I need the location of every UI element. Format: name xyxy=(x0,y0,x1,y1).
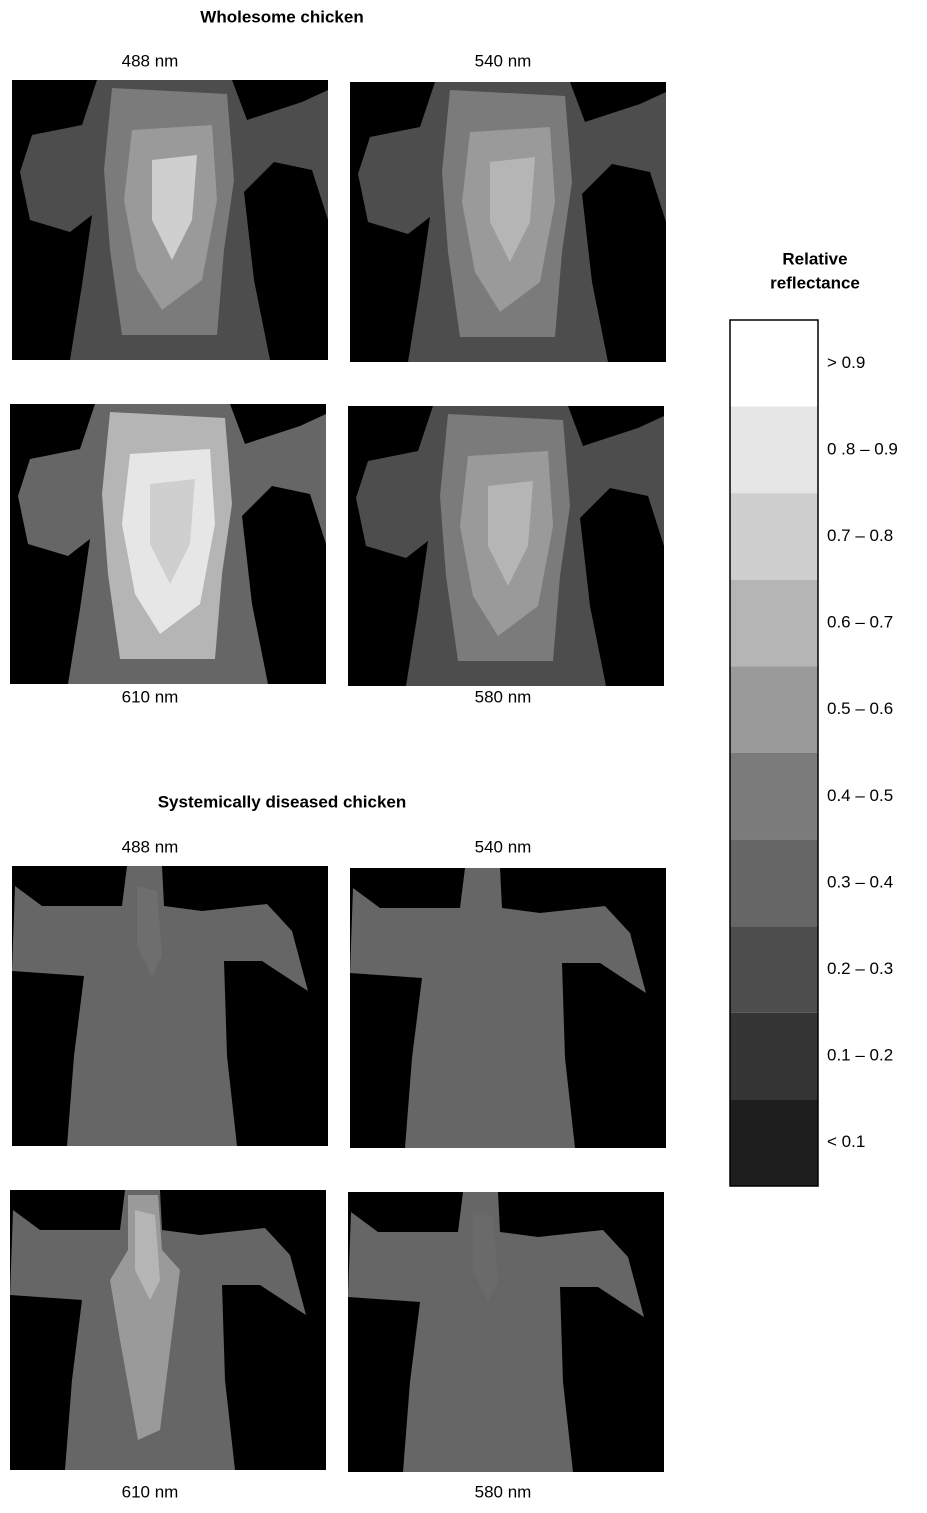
legend-swatch xyxy=(730,493,818,580)
wavelength-label: 610 nm xyxy=(122,1482,179,1501)
legend-label: 0.6 – 0.7 xyxy=(827,613,893,632)
legend-label: 0.2 – 0.3 xyxy=(827,959,893,978)
legend-label: < 0.1 xyxy=(827,1132,865,1151)
wavelength-label: 580 nm xyxy=(475,687,532,706)
legend-swatch xyxy=(730,1099,818,1186)
wavelength-label: 488 nm xyxy=(122,51,179,70)
legend-swatch xyxy=(730,840,818,927)
legend-label: 0 .8 – 0.9 xyxy=(827,439,898,458)
legend-label: 0.7 – 0.8 xyxy=(827,526,893,545)
wavelength-label: 488 nm xyxy=(122,837,179,856)
legend-label: 0.5 – 0.6 xyxy=(827,699,893,718)
legend-swatch xyxy=(730,1013,818,1100)
legend-title: Relative xyxy=(782,249,847,268)
legend-swatch xyxy=(730,580,818,667)
legend-label: 0.3 – 0.4 xyxy=(827,872,893,891)
section-title: Systemically diseased chicken xyxy=(158,792,407,811)
legend-swatch xyxy=(730,666,818,753)
wavelength-label: 540 nm xyxy=(475,837,532,856)
figure: Wholesome chicken 488 nm 540 nm 610 nm 580 n… xyxy=(0,0,927,1508)
legend-swatch xyxy=(730,926,818,1013)
wavelength-label: 610 nm xyxy=(122,687,179,706)
legend-swatch xyxy=(730,753,818,840)
section-title: Wholesome chicken xyxy=(200,7,363,26)
wavelength-label: 580 nm xyxy=(475,1482,532,1501)
legend-title: reflectance xyxy=(770,273,860,292)
wavelength-label: 540 nm xyxy=(475,51,532,70)
legend-label: 0.1 – 0.2 xyxy=(827,1046,893,1065)
legend-label: > 0.9 xyxy=(827,353,865,372)
legend-swatch xyxy=(730,407,818,494)
legend-swatch xyxy=(730,320,818,407)
legend-label: 0.4 – 0.5 xyxy=(827,786,893,805)
